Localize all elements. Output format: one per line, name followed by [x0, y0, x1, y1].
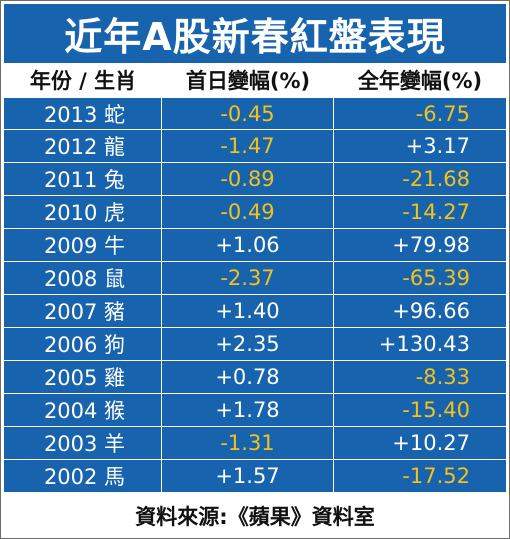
first-day-cell: +1.57 — [162, 460, 334, 492]
first-day-cell: +2.35 — [162, 328, 334, 360]
column-header-first-day: 首日變幅(%) — [185, 68, 311, 93]
table-row: 2007 豬 +1.40 +96.66 — [4, 294, 506, 327]
full-year-cell: -15.40 — [402, 398, 470, 422]
first-day-cell: +1.78 — [162, 394, 334, 426]
full-year-cell: -21.68 — [402, 167, 470, 191]
full-year-cell: +130.43 — [378, 332, 470, 356]
first-day-cell: -0.49 — [162, 196, 334, 228]
table-row: 2003 羊 -1.31 +10.27 — [4, 426, 506, 459]
table-row: 2002 馬 +1.57 -17.52 — [4, 459, 506, 492]
full-year-cell: -14.27 — [402, 200, 470, 224]
full-year-cell: +96.66 — [392, 299, 470, 323]
full-year-cell: -6.75 — [415, 101, 470, 126]
source-note: 資料來源:《蘋果》資料室 — [135, 505, 375, 529]
table-row: 2004 猴 +1.78 -15.40 — [4, 393, 506, 426]
column-header-year: 年份 / 生肖 — [29, 68, 137, 93]
table-row: 2013 蛇 -0.45 -6.75 — [4, 96, 506, 129]
first-day-cell: -0.45 — [162, 98, 334, 129]
full-year-cell: +10.27 — [392, 431, 470, 455]
year-cell: 2011 兔 — [4, 163, 162, 195]
title-bar: 近年A股新春紅盤表現 — [4, 4, 506, 63]
table-row: 2008 鼠 -2.37 -65.39 — [4, 261, 506, 294]
full-year-cell: +79.98 — [392, 233, 470, 257]
year-cell: 2012 龍 — [4, 130, 162, 162]
year-cell: 2013 蛇 — [4, 98, 162, 129]
full-year-cell: +3.17 — [405, 134, 470, 158]
table-header: 年份 / 生肖 首日變幅(%) 全年變幅(%) — [4, 63, 506, 96]
table-row: 2006 狗 +2.35 +130.43 — [4, 327, 506, 360]
table-row: 2012 龍 -1.47 +3.17 — [4, 129, 506, 162]
year-cell: 2003 羊 — [4, 427, 162, 459]
first-day-cell: -1.47 — [162, 130, 334, 162]
first-day-cell: -2.37 — [162, 262, 334, 294]
first-day-cell: +1.06 — [162, 229, 334, 261]
page-title: 近年A股新春紅盤表現 — [64, 15, 446, 59]
first-day-cell: +1.40 — [162, 295, 334, 327]
year-cell: 2006 狗 — [4, 328, 162, 360]
year-cell: 2007 豬 — [4, 295, 162, 327]
column-header-full-year: 全年變幅(%) — [357, 68, 483, 93]
table-row: 2011 兔 -0.89 -21.68 — [4, 162, 506, 195]
table-body: 2013 蛇 -0.45 -6.75 2012 龍 -1.47 +3.17 20… — [4, 96, 506, 492]
table-row: 2005 雞 +0.78 -8.33 — [4, 360, 506, 393]
full-year-cell: -65.39 — [402, 266, 470, 290]
first-day-cell: -1.31 — [162, 427, 334, 459]
year-cell: 2010 虎 — [4, 196, 162, 228]
year-cell: 2002 馬 — [4, 460, 162, 492]
full-year-cell: -17.52 — [402, 464, 470, 488]
first-day-cell: -0.89 — [162, 163, 334, 195]
table-row: 2010 虎 -0.49 -14.27 — [4, 195, 506, 228]
full-year-cell: -8.33 — [415, 365, 470, 389]
year-cell: 2004 猴 — [4, 394, 162, 426]
table-row: 2009 牛 +1.06 +79.98 — [4, 228, 506, 261]
year-cell: 2009 牛 — [4, 229, 162, 261]
year-cell: 2005 雞 — [4, 361, 162, 393]
first-day-cell: +0.78 — [162, 361, 334, 393]
year-cell: 2008 鼠 — [4, 262, 162, 294]
